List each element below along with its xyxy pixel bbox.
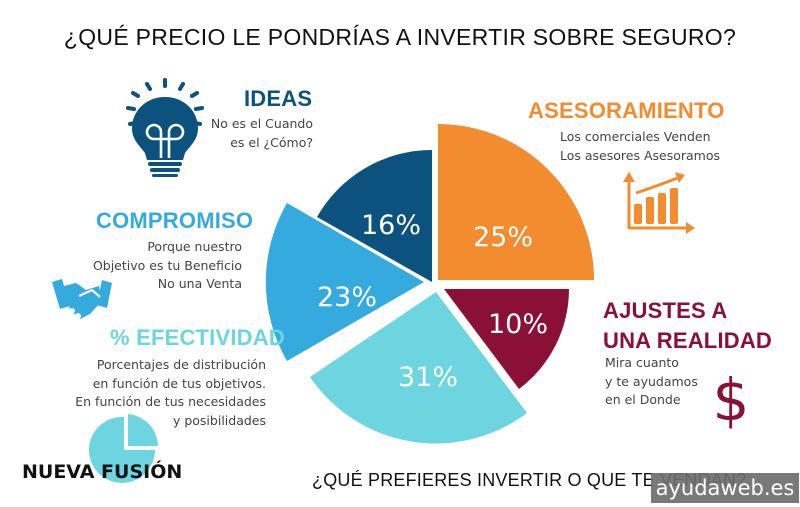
ideas-text: No es el Cuando es el ¿Cómo?: [150, 115, 313, 152]
ajustes-line: en el Donde: [605, 392, 681, 407]
asesoramiento-line: Los asesores Asesoramos: [560, 147, 720, 163]
ideas-heading: IDEAS: [244, 86, 313, 111]
ajustes-heading-line2: UNA REALIDAD: [603, 328, 773, 353]
label-23: 23%: [317, 282, 377, 313]
ideas-line: es el ¿Cómo?: [230, 134, 313, 150]
page-title: ¿QUÉ PRECIO LE PONDRÍAS A INVERTIR SOBRE…: [63, 24, 737, 50]
ajustes-line: y te ayudamos: [605, 373, 698, 389]
compromiso-text: Porque nuestro Objetivo es tu Beneficio …: [60, 238, 242, 294]
bottom-question: ¿QUÉ PREFIERES INVERTIR O QUE TE VENDAN?: [312, 470, 747, 490]
ideas-line: No es el Cuando: [210, 116, 313, 131]
svg-text:$: $: [713, 366, 750, 434]
pie-chart-icon: [89, 414, 158, 483]
handshake-icon: [52, 279, 112, 319]
dollar-icon: $: [713, 366, 750, 434]
lightbulb-icon: [126, 78, 204, 177]
efectividad-line: y posibilidades: [172, 412, 266, 428]
slice-efectividad: [310, 292, 527, 444]
label-10: 10%: [488, 309, 548, 340]
ajustes-heading-line1: AJUSTES A: [603, 298, 728, 323]
watermark: ayudaweb.es: [651, 473, 799, 503]
ajustes-heading: AJUSTES A UNA REALIDAD: [603, 296, 772, 356]
efectividad-line: Porcentajes de distribución: [96, 357, 266, 372]
growth-chart-icon: [623, 172, 695, 234]
ajustes-text: Mira cuanto y te ayudamos en el Donde: [605, 354, 698, 410]
compromiso-line: Objetivo es tu Beneficio: [92, 257, 242, 273]
label-31: 31%: [398, 362, 458, 393]
slice-ideas: [317, 149, 432, 282]
compromiso-heading: COMPROMISO: [96, 208, 254, 233]
label-16: 16%: [361, 210, 421, 241]
efectividad-heading: % EFECTIVIDAD: [110, 325, 285, 350]
compromiso-line: Porque nuestro: [147, 239, 242, 254]
ajustes-line: Mira cuanto: [605, 355, 679, 370]
asesoramiento-heading: ASESORAMIENTO: [528, 98, 725, 123]
brand-name: NUEVA FUSIÓN: [22, 461, 183, 483]
slice-asesoramiento: [438, 124, 594, 280]
efectividad-text: Porcentajes de distribución en función d…: [40, 356, 266, 430]
compromiso-line: No una Venta: [157, 276, 242, 291]
efectividad-line: En función de tus necesidades: [75, 394, 266, 409]
efectividad-line: en función de tus objetivos.: [92, 375, 266, 391]
slice-ajustes: [444, 289, 569, 389]
label-25: 25%: [473, 222, 533, 253]
asesoramiento-text: Los comerciales Venden Los asesores Ases…: [560, 128, 720, 165]
asesoramiento-line: Los comerciales Venden: [560, 129, 711, 144]
slice-compromiso: [265, 203, 424, 361]
